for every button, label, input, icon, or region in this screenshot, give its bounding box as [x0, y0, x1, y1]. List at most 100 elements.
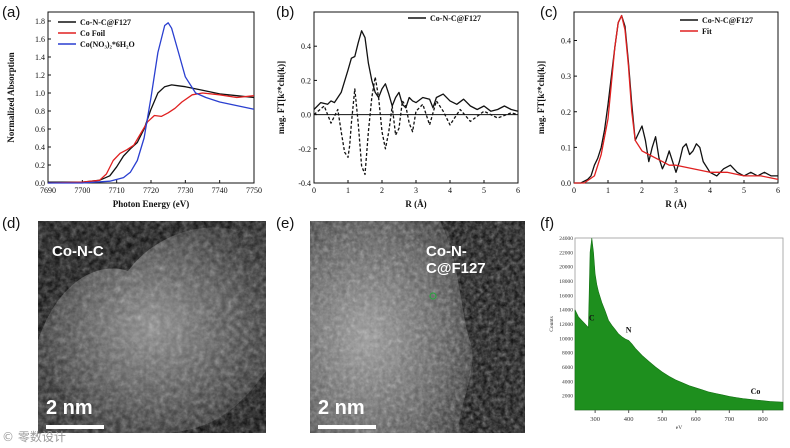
x-tick-label: 2 — [640, 186, 644, 195]
x-tick-label: 5 — [482, 186, 486, 195]
image-d-label: Co-N-C — [52, 243, 104, 260]
haadf-image-d: Co-N-C 2 nm — [38, 221, 266, 433]
x-tick-label: 7710 — [109, 186, 125, 195]
y-tick-label: 0.8 — [35, 107, 45, 116]
y-axis-label: mag. FT[k²*chi(k)] — [536, 61, 546, 134]
x-tick-label: 6 — [516, 186, 520, 195]
y-tick-label: -0.2 — [298, 145, 311, 154]
series-line-1 — [574, 14, 779, 184]
x-tick-label: 7750 — [246, 186, 262, 195]
y-tick-label: 2000 — [562, 394, 573, 400]
x-tick-label: 500 — [657, 416, 667, 423]
x-tick-label: 800 — [758, 416, 768, 423]
y-tick-label: 0.0 — [561, 179, 571, 188]
x-tick-label: 5 — [742, 186, 746, 195]
chart-f-eels-spectrum: 300 400 500 600 700 800 2000 4000 6000 8000 10000 1… — [549, 236, 784, 431]
legend-label: Co(NO₃)₂*6H₂O — [80, 40, 135, 49]
x-tick-label: 7720 — [143, 186, 159, 195]
y-tick-label: 6000 — [562, 365, 573, 371]
chart-a-xanes: 7690 7700 7710 7720 7730 7740 7750 0.0 0.2 0.4 0.6… — [6, 11, 262, 209]
x-tick-label: 0 — [312, 186, 316, 195]
peak-annotation: C — [589, 313, 595, 322]
y-tick-label: 0.0 — [301, 111, 311, 120]
y-tick-label: 14000 — [559, 308, 573, 314]
y-tick-label: 8000 — [562, 351, 573, 357]
x-tick-label: 1 — [606, 186, 610, 195]
x-tick-label: 700 — [724, 416, 734, 423]
plot-frame — [313, 11, 519, 184]
series-line-2 — [48, 22, 255, 184]
image-d-scale-bar — [46, 425, 104, 429]
panel-label-e: (e) — [276, 215, 295, 232]
x-tick-label: 6 — [776, 186, 780, 195]
haadf-image-e: Co-N-C@F127 2 nm — [310, 221, 525, 433]
image-e-scale-text: 2 nm — [318, 397, 365, 419]
legend-label: Co-N-C@F127 — [702, 16, 753, 25]
x-tick-label: 7730 — [177, 186, 193, 195]
image-d-scale-text: 2 nm — [46, 397, 93, 419]
peak-annotation: N — [626, 326, 632, 335]
y-tick-label: 22000 — [559, 250, 573, 256]
x-axis-label: eV — [676, 425, 682, 431]
y-tick-label: 1.6 — [35, 35, 45, 44]
x-tick-label: 600 — [691, 416, 701, 423]
y-tick-label: -0.4 — [298, 179, 311, 188]
y-tick-label: 0.4 — [301, 42, 311, 51]
y-tick-label: 18000 — [559, 279, 573, 285]
x-axis-label: R (Å) — [405, 199, 426, 209]
panel-label-b: (b) — [276, 4, 295, 21]
chart-c-ft-fit: 0 1 2 3 4 5 6 0.0 0.1 0.2 0.3 0.4 R (Å) mag. FT[k²*ch… — [536, 11, 780, 209]
y-tick-label: 0.2 — [35, 161, 45, 170]
x-tick-label: 400 — [624, 416, 634, 423]
legend-label: Co-N-C@F127 — [80, 18, 131, 27]
panel-label-f: (f) — [540, 215, 555, 232]
plot-frame — [573, 11, 779, 184]
y-tick-label: 10000 — [559, 336, 573, 342]
panel-label-a: (a) — [2, 4, 21, 21]
x-tick-label: 0 — [572, 186, 576, 195]
y-tick-label: 16000 — [559, 293, 573, 299]
image-e-label: Co-N-C@F127 — [426, 243, 486, 277]
y-tick-label: 1.8 — [35, 17, 45, 26]
panel-label-d: (d) — [2, 215, 21, 232]
x-tick-label: 7700 — [74, 186, 90, 195]
y-tick-label: 0.6 — [35, 125, 45, 134]
y-tick-label: 12000 — [559, 322, 573, 328]
peak-annotation: Co — [751, 387, 761, 396]
y-tick-label: 0.0 — [35, 179, 45, 188]
haadf-image-d-texture — [38, 221, 266, 433]
y-tick-label: 0.4 — [35, 143, 45, 152]
y-tick-label: 0.1 — [561, 143, 571, 152]
y-tick-label: 4000 — [562, 379, 573, 385]
y-tick-label: 1.4 — [35, 53, 45, 62]
y-tick-label: 1.0 — [35, 89, 45, 98]
x-tick-label: 3 — [674, 186, 678, 195]
haadf-image-e-texture — [310, 221, 525, 433]
y-tick-label: 0.3 — [561, 72, 571, 81]
legend-label: Co Foil — [80, 29, 106, 38]
x-tick-label: 300 — [590, 416, 600, 423]
x-tick-label: 3 — [414, 186, 418, 195]
x-tick-label: 2 — [380, 186, 384, 195]
y-tick-label: 0.4 — [561, 37, 571, 46]
x-tick-label: 7690 — [40, 186, 56, 195]
y-tick-label: 1.2 — [35, 71, 45, 80]
y-tick-label: 20000 — [559, 265, 573, 271]
watermark: © 零数设计 — [2, 430, 66, 444]
series-line-1 — [313, 76, 519, 176]
series-line-0 — [48, 84, 255, 183]
series-line-0 — [574, 14, 778, 184]
image-e-scale-bar — [318, 425, 376, 429]
series-line-0 — [313, 30, 519, 112]
series-line-1 — [47, 92, 255, 184]
y-axis-label: Counts — [549, 316, 555, 332]
x-axis-label: R (Å) — [665, 199, 686, 209]
x-tick-label: 7740 — [212, 186, 228, 195]
x-axis-label: Photon Energy (eV) — [113, 199, 190, 209]
y-tick-label: 24000 — [559, 236, 573, 242]
chart-b-ft-exafs: 0 1 2 3 4 5 6 -0.4 -0.2 0.0 0.2 0.4 R (Å) mag. FT[k²*… — [276, 11, 520, 209]
x-tick-label: 4 — [708, 186, 712, 195]
spectrum-area — [574, 237, 784, 411]
x-tick-label: 1 — [346, 186, 350, 195]
panel-label-c: (c) — [540, 4, 558, 21]
